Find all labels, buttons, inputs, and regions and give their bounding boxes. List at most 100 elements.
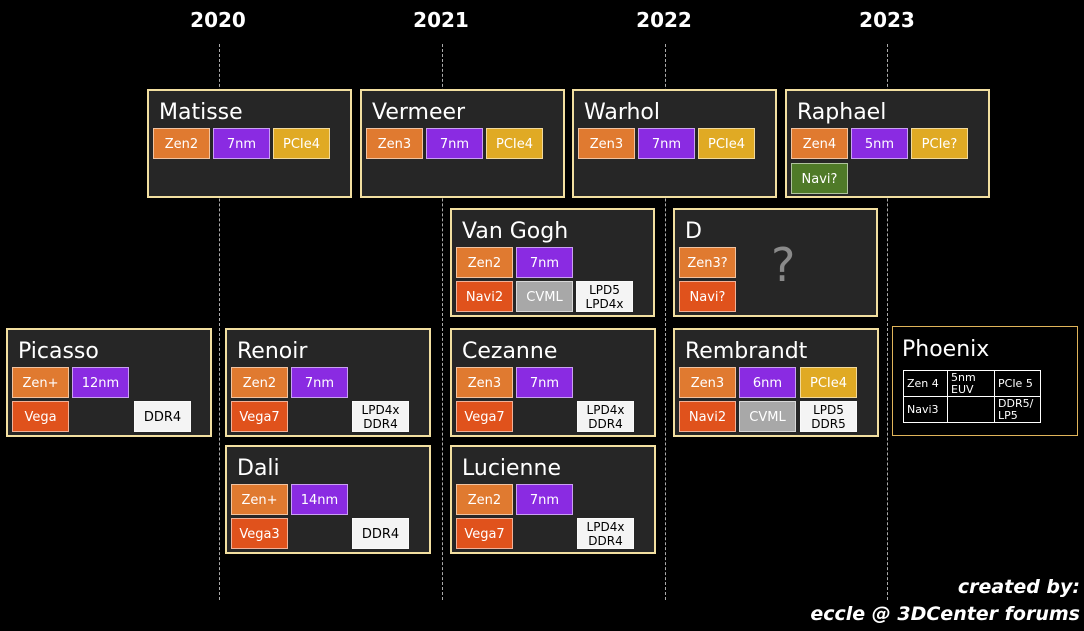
chip-pcie: PCIe4 (486, 128, 543, 159)
chip-gpu: Vega (12, 401, 69, 432)
table-row: Navi3 DDR5/LP5 (903, 396, 1041, 423)
memory-line-2: DDR4 (588, 534, 623, 548)
chip-core: Zen3 (578, 128, 635, 159)
chip-cvml: CVML (516, 281, 573, 312)
card-title: Phoenix (902, 337, 990, 362)
spec-node: 5nm EUV (947, 370, 995, 397)
card-title: Vermeer (372, 100, 466, 125)
credit-line-1: created by: (957, 576, 1080, 598)
card-van-gogh: Van Gogh Zen2 7nm Navi2 CVML LPD5 LPD4x (450, 208, 655, 317)
card-warhol: Warhol Zen3 7nm PCIe4 (572, 89, 777, 198)
card-lucienne: Lucienne Zen2 7nm Vega7 LPD4x DDR4 (450, 445, 656, 554)
card-title: Van Gogh (462, 219, 569, 244)
year-2020: 2020 (190, 8, 246, 32)
memory-line-1: DDR5/ (998, 396, 1034, 410)
year-2022: 2022 (636, 8, 692, 32)
memory-line-2: DDR4 (363, 417, 398, 431)
spec-gpu: Navi3 (903, 396, 948, 423)
chip-gpu: Vega7 (456, 518, 513, 549)
chip-node: 6nm (739, 367, 796, 398)
spec-empty (947, 396, 995, 423)
chip-core: Zen3 (366, 128, 423, 159)
node-line-1: 5nm (951, 370, 976, 384)
chip-pcie: PCIe4 (273, 128, 330, 159)
chip-core: Zen+ (12, 367, 69, 398)
chip-pcie: PCIe4 (698, 128, 755, 159)
card-phoenix: Phoenix Zen 4 5nm EUV PCIe 5 Navi3 DDR5/L… (892, 326, 1078, 436)
chip-node: 5nm (851, 128, 908, 159)
spec-pcie: PCIe 5 (994, 370, 1041, 397)
chip-node: 7nm (638, 128, 695, 159)
chip-node: 7nm (213, 128, 270, 159)
chip-core: Zen3 (456, 367, 513, 398)
spec-core: Zen 4 (903, 370, 948, 397)
chip-cvml: CVML (739, 401, 796, 432)
chip-gpu: Vega3 (231, 518, 288, 549)
memory-line-1: LPD4x (361, 403, 400, 417)
chip-node: 7nm (291, 367, 348, 398)
table-row: Zen 4 5nm EUV PCIe 5 (903, 370, 1041, 397)
card-picasso: Picasso Zen+ 12nm Vega DDR4 (6, 328, 212, 437)
card-title: Cezanne (462, 339, 558, 364)
memory-line-2: LPD4x (585, 297, 624, 311)
card-vermeer: Vermeer Zen3 7nm PCIe4 (360, 89, 565, 198)
chip-node: 7nm (426, 128, 483, 159)
chip-gpu: Navi? (679, 281, 736, 312)
card-title: Warhol (584, 100, 661, 125)
chip-node: 12nm (72, 367, 129, 398)
chip-core: Zen3? (679, 247, 736, 278)
year-2021: 2021 (413, 8, 469, 32)
card-matisse: Matisse Zen2 7nm PCIe4 (147, 89, 352, 198)
chip-node: 7nm (516, 484, 573, 515)
memory-line-1: LPD4x (586, 520, 625, 534)
card-title: Dali (237, 456, 280, 481)
chip-gpu: Navi? (791, 163, 848, 194)
memory-line-2: DDR5 (811, 417, 846, 431)
node-line-2: EUV (951, 382, 974, 396)
chip-node: 14nm (291, 484, 348, 515)
spec-memory: DDR5/LP5 (994, 396, 1041, 423)
chip-core: Zen3 (679, 367, 736, 398)
card-rembrandt: Rembrandt Zen3 6nm PCIe4 Navi2 CVML LPD5… (673, 328, 879, 437)
chip-pcie: PCIe4 (800, 367, 857, 398)
card-title: Lucienne (462, 456, 561, 481)
chip-gpu: Vega7 (231, 401, 288, 432)
chip-gpu: Navi2 (456, 281, 513, 312)
year-line-2022 (665, 44, 666, 600)
chip-memory: DDR4 (352, 518, 409, 549)
unknown-question-mark: ? (771, 238, 796, 292)
chip-node: 7nm (516, 247, 573, 278)
year-line-2020 (219, 44, 220, 600)
card-d: D Zen3? Navi? ? (673, 208, 878, 317)
card-raphael: Raphael Zen4 5nm PCIe? Navi? (785, 89, 990, 198)
chip-gpu: Vega7 (456, 401, 513, 432)
card-title: D (685, 219, 702, 244)
card-dali: Dali Zen+ 14nm Vega3 DDR4 (225, 445, 431, 554)
chip-memory: LPD4x DDR4 (577, 518, 634, 549)
chip-core: Zen+ (231, 484, 288, 515)
phoenix-spec-table: Zen 4 5nm EUV PCIe 5 Navi3 DDR5/LP5 (903, 370, 1041, 423)
chip-core: Zen4 (791, 128, 848, 159)
card-cezanne: Cezanne Zen3 7nm Vega7 LPD4x DDR4 (450, 328, 656, 437)
chip-memory: LPD5 DDR5 (800, 401, 857, 432)
memory-line-2: DDR4 (588, 417, 623, 431)
chip-memory: LPD5 LPD4x (576, 281, 633, 312)
credit-line-2: eccle @ 3DCenter forums (810, 603, 1080, 625)
chip-node: 7nm (516, 367, 573, 398)
year-line-2021 (442, 44, 443, 600)
card-renoir: Renoir Zen2 7nm Vega7 LPD4x DDR4 (225, 328, 431, 437)
chip-gpu: Navi2 (679, 401, 736, 432)
chip-core: Zen2 (231, 367, 288, 398)
card-title: Rembrandt (685, 339, 808, 364)
year-line-2023 (887, 44, 888, 600)
card-title: Matisse (159, 100, 243, 125)
memory-line-1: LPD5 (813, 403, 844, 417)
card-title: Renoir (237, 339, 308, 364)
memory-line-1: LPD5 (589, 283, 620, 297)
card-title: Picasso (18, 339, 99, 364)
chip-core: Zen2 (456, 484, 513, 515)
memory-line-1: LPD4x (586, 403, 625, 417)
chip-core: Zen2 (153, 128, 210, 159)
chip-memory: DDR4 (134, 401, 191, 432)
memory-line-2: LP5 (998, 408, 1018, 422)
